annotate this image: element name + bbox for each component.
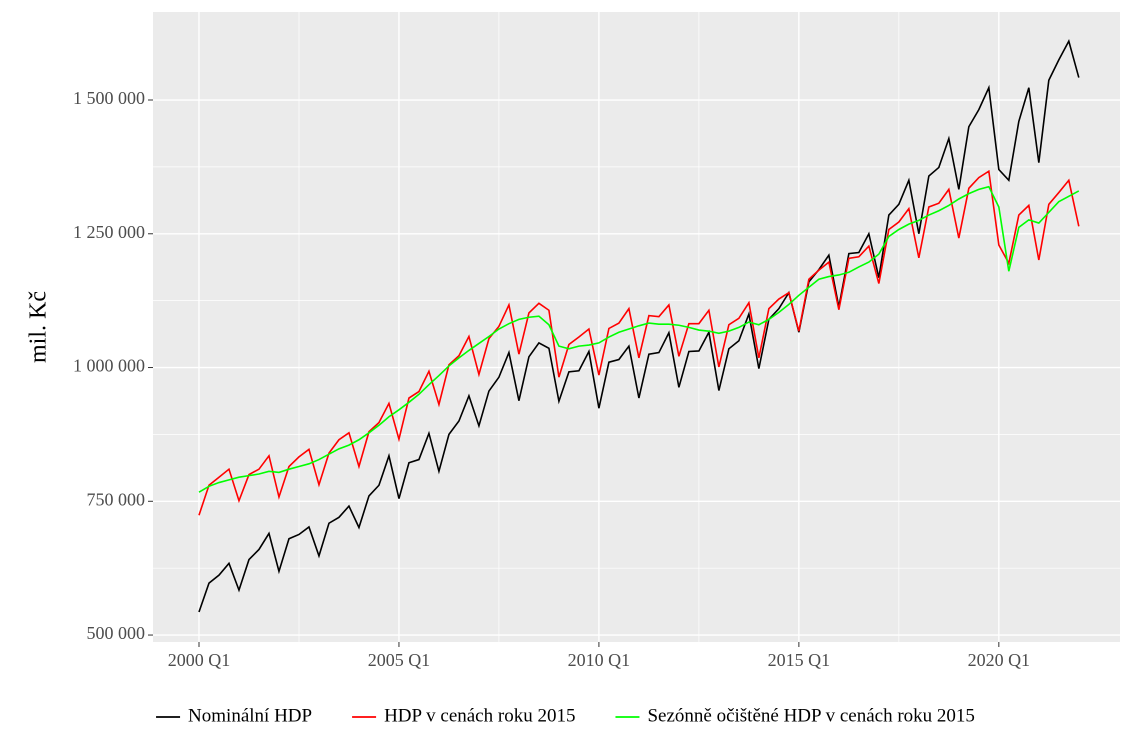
y-tick-label: 750 000 bbox=[87, 489, 146, 509]
legend-label: Sezónně očištěné HDP v cenách roku 2015 bbox=[647, 705, 974, 726]
y-axis-title: mil. Kč bbox=[26, 291, 52, 363]
y-tick-label: 1 000 000 bbox=[73, 356, 145, 376]
x-tick-label: 2020 Q1 bbox=[968, 650, 1031, 670]
x-tick-label: 2005 Q1 bbox=[368, 650, 431, 670]
y-tick-label: 1 250 000 bbox=[73, 222, 145, 242]
legend-label: HDP v cenách roku 2015 bbox=[384, 705, 575, 726]
series-line bbox=[198, 39, 1080, 613]
y-tick-label: 500 000 bbox=[87, 623, 146, 643]
y-tick-label: 1 500 000 bbox=[73, 88, 145, 108]
x-tick-label: 2015 Q1 bbox=[768, 650, 831, 670]
x-tick-label: 2010 Q1 bbox=[568, 650, 631, 670]
legend-label: Nominální HDP bbox=[188, 705, 312, 726]
series-line bbox=[198, 169, 1080, 516]
series-line bbox=[198, 185, 1080, 493]
x-tick-label: 2000 Q1 bbox=[168, 650, 231, 670]
